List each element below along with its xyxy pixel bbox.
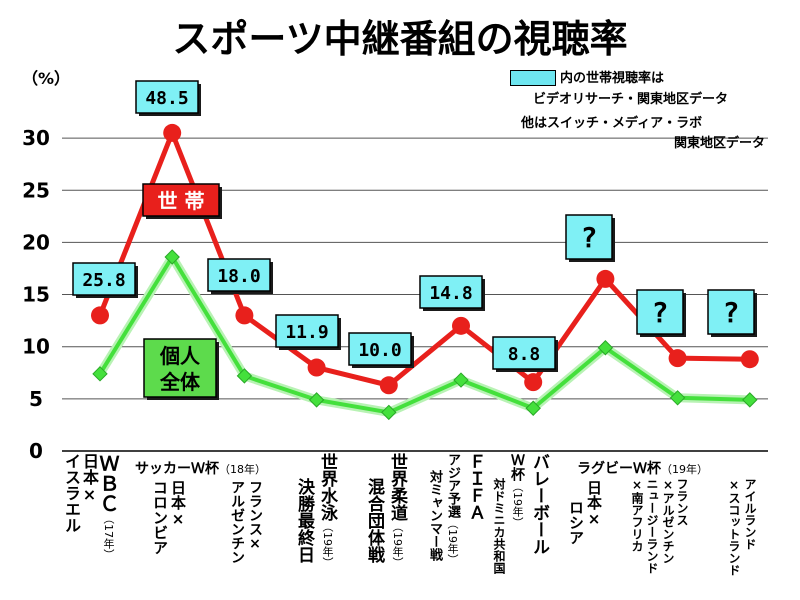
data-point-household [91, 306, 109, 325]
category-ireland-2: ×スコットランド [727, 478, 741, 576]
data-point-individual [164, 249, 180, 265]
category-france-2: アルゼンチン [229, 480, 245, 564]
callout-box [135, 80, 199, 114]
individual-label-line-2: 全体 [159, 370, 201, 394]
category-swim-sub: 決勝最終日 [294, 478, 314, 563]
data-point-individual [308, 392, 325, 408]
individual-label-line-1: 個人 [159, 344, 201, 368]
data-point-household [163, 123, 182, 142]
category-russia-2: ロシア [567, 500, 585, 545]
data-point-household [235, 306, 254, 325]
data-point-household [452, 316, 470, 335]
callout-box [636, 289, 684, 335]
category-wbc-label: ＷＢＣ（17年） [96, 453, 120, 560]
callout-box [348, 332, 412, 366]
data-point-household [379, 376, 398, 395]
household-label-box [142, 183, 220, 217]
category-ireland-1: アイルランド [743, 478, 757, 550]
y-tick-label: 0 [29, 439, 43, 463]
household-label: 世 帯 [158, 189, 205, 213]
category-judo-sub: 混合団体戦 [364, 478, 384, 563]
data-point-individual [92, 366, 108, 382]
series-line-individual [98, 255, 750, 415]
y-axis-ticks: 0 5 10 15 20 25 30 [22, 126, 50, 463]
category-nz-1: フランス [675, 478, 689, 526]
legend-line-4: 関東地区データ [674, 136, 766, 151]
y-tick-label: 30 [22, 126, 50, 150]
callout-box [72, 262, 136, 296]
legend-line-1: 内の世帯視聴率は [560, 71, 665, 86]
category-fifa-label: ＦＩＦＡ [465, 453, 485, 521]
callout-box [275, 314, 339, 348]
data-point-household [668, 349, 687, 368]
data-point-individual [236, 368, 253, 384]
category-fifa-sub: アジア予選（19年） [445, 453, 460, 565]
category-nz-3: ニュージーランド [645, 478, 659, 574]
individual-label-box [143, 338, 217, 398]
category-colombia-2: コロンビア [151, 480, 169, 555]
category-colombia-1: 日本× [169, 480, 187, 528]
legend-line-3: 他はスイッチ・メディア・ラボ [521, 116, 703, 131]
callout-label: 48.5 [145, 88, 188, 109]
callout-label: 14.8 [429, 283, 472, 304]
callout-label: ? [723, 296, 740, 329]
category-wbc-match: 日本× [80, 453, 99, 504]
category-soccer-header: サッカーＷ杯（18年） [135, 461, 266, 477]
callout-label: ? [652, 296, 669, 329]
callout-label: 18.0 [217, 266, 260, 287]
category-judo-label: 世界柔道（19年） [387, 453, 407, 568]
callout-label: 8.8 [508, 344, 541, 365]
callout-box [492, 336, 556, 370]
category-nz-4: ×南アフリカ [630, 478, 644, 552]
y-tick-label: 5 [29, 387, 43, 411]
category-volley-opponent: 対ドミニカ共和国 [492, 478, 506, 574]
y-tick-label: 25 [22, 178, 50, 202]
data-point-individual [669, 390, 686, 406]
data-point-household [307, 358, 326, 377]
y-tick-label: 15 [22, 283, 50, 307]
category-swim-label: 世界水泳（19年） [317, 453, 337, 568]
callout-label: 11.9 [285, 322, 328, 343]
y-tick-label: 10 [22, 335, 50, 359]
category-volley-sub: Ｗ杯（19年） [509, 453, 525, 528]
chart-title: スポーツ中継番組の視聴率 [172, 17, 627, 61]
category-volley-label: バレーボール [529, 453, 549, 555]
data-point-household [740, 350, 759, 369]
data-point-individual [525, 400, 541, 416]
callout-box [565, 214, 613, 260]
category-france-1: フランス× [247, 480, 263, 552]
data-point-individual [381, 404, 397, 421]
data-point-household [596, 269, 615, 288]
legend-line-2: ビデオリサーチ・関東地区データ [533, 92, 729, 107]
category-fifa-opponent: 対ミャンマー戦 [427, 470, 442, 561]
y-tick-label: 20 [22, 230, 50, 254]
callout-box [419, 275, 483, 309]
data-point-individual [453, 372, 469, 388]
callout-label: 25.8 [82, 270, 125, 291]
category-rugby-header: ラグビーＷ杯（19年） [577, 461, 708, 477]
legend-swatch [510, 70, 556, 86]
callout-label: ? [581, 221, 598, 254]
category-wbc-opponent: イスラエル [62, 453, 81, 533]
data-point-household [524, 373, 543, 392]
category-nz-2: ×アルゼンチン [661, 478, 675, 564]
y-axis-unit: （%） [22, 69, 70, 88]
data-point-individual [742, 392, 758, 408]
callout-label: 10.0 [358, 340, 401, 361]
data-point-individual [597, 340, 614, 356]
callout-box [207, 258, 271, 292]
callout-box [707, 289, 755, 335]
category-russia-1: 日本× [585, 480, 603, 528]
